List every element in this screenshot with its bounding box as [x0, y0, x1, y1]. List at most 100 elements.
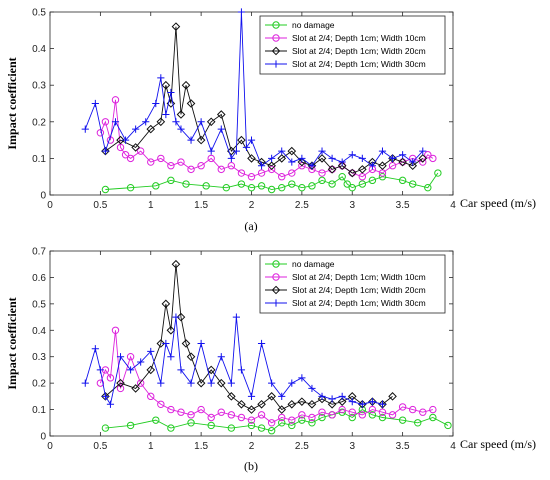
data-point [137, 358, 145, 366]
x-tick-label: 3 [349, 200, 355, 211]
data-point [157, 379, 165, 387]
data-point [207, 421, 215, 430]
data-point [207, 379, 215, 387]
data-point [347, 168, 357, 178]
data-point [318, 176, 326, 185]
data-point [237, 169, 246, 177]
legend-label: Slot at 2/4; Depth 1cm; Width 10cm [292, 33, 426, 43]
x-tick-label: 4 [450, 441, 456, 452]
data-point [101, 185, 110, 194]
data-point [227, 146, 236, 156]
data-point [298, 374, 306, 382]
data-point [172, 313, 180, 321]
data-point [121, 136, 130, 144]
data-point [429, 413, 437, 422]
data-point [156, 117, 166, 127]
data-point [237, 413, 246, 422]
data-point [217, 353, 225, 361]
data-point [116, 378, 125, 388]
data-point [232, 147, 240, 155]
data-point [278, 392, 286, 400]
data-point [328, 395, 336, 403]
data-point [327, 399, 337, 409]
data-point [167, 353, 175, 361]
data-point [318, 408, 326, 416]
data-point [131, 384, 140, 393]
data-point [247, 392, 256, 400]
data-point [176, 312, 186, 322]
data-point [186, 99, 196, 108]
series-line [105, 26, 424, 174]
data-point [101, 147, 110, 155]
data-point [317, 394, 327, 404]
legend-label: no damage [292, 259, 335, 269]
y-tick-label: 0.3 [32, 81, 46, 92]
y-tick-label: 0.2 [32, 117, 46, 128]
y-tick-label: 0 [40, 432, 46, 443]
y-tick-label: 0.1 [32, 405, 46, 416]
data-point [298, 154, 306, 162]
data-point [434, 169, 442, 177]
data-point [378, 400, 387, 408]
data-point [197, 339, 205, 348]
data-point [167, 424, 175, 432]
data-point [237, 8, 246, 16]
data-point [167, 405, 175, 414]
data-point [278, 413, 286, 422]
data-point [247, 173, 256, 181]
data-point [237, 366, 246, 374]
data-point [147, 158, 155, 166]
data-point [267, 419, 276, 427]
data-point [318, 169, 326, 177]
data-point [127, 366, 135, 374]
data-point [308, 182, 316, 190]
series-line [99, 330, 433, 424]
data-point [358, 400, 366, 408]
y-tick-label: 0 [40, 191, 46, 202]
data-point [116, 384, 125, 393]
panel-label: (a) [244, 219, 257, 233]
data-point [216, 378, 226, 388]
series-0 [101, 169, 442, 194]
series-2 [101, 22, 428, 178]
data-point [429, 405, 437, 414]
data-point [288, 169, 296, 177]
data-point [81, 125, 89, 133]
data-point [237, 135, 246, 145]
data-point [196, 378, 206, 388]
data-point [217, 408, 225, 416]
data-point [368, 176, 377, 185]
data-point [348, 413, 356, 422]
legend-box [259, 15, 446, 75]
data-point [297, 157, 307, 167]
data-point [409, 158, 417, 166]
data-point [308, 419, 316, 427]
data-point [348, 398, 356, 406]
data-point [242, 143, 251, 152]
data-point [176, 110, 186, 119]
data-point [116, 135, 125, 145]
data-point [227, 392, 236, 401]
data-point [298, 411, 306, 419]
legend-marker [271, 46, 281, 56]
data-point [217, 165, 225, 174]
data-point [398, 403, 407, 411]
x-tick-label: 2.5 [295, 200, 309, 211]
data-point [268, 379, 276, 387]
data-point [257, 411, 266, 419]
data-point [368, 411, 377, 419]
data-point [378, 161, 387, 171]
data-point [268, 154, 276, 162]
data-point [202, 182, 210, 190]
data-point [227, 424, 236, 432]
data-point [167, 176, 175, 185]
data-point [288, 180, 296, 188]
x-tick-label: 1 [148, 441, 154, 452]
data-point [172, 118, 180, 126]
data-point [136, 379, 145, 387]
y-tick-label: 0.4 [32, 44, 46, 55]
data-point [308, 384, 316, 393]
data-point [162, 339, 170, 348]
data-point [388, 411, 397, 419]
